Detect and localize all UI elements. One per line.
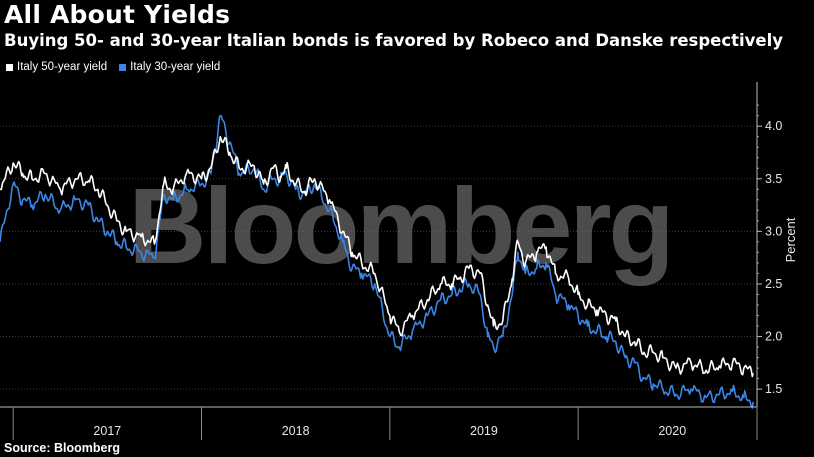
- y-tick-label: 1.5: [765, 382, 782, 396]
- y-tick-label: 2.5: [765, 277, 782, 291]
- chart-subtitle: Buying 50- and 30-year Italian bonds is …: [4, 31, 784, 50]
- legend-item-50y: Italy 50-year yield: [6, 61, 107, 73]
- y-axis: 1.5 2.0 2.5 3.0 3.5 4.0: [756, 82, 782, 407]
- y-tick-label: 3.5: [765, 172, 782, 186]
- legend-label-30y: Italy 30-year yield: [130, 61, 221, 73]
- x-tick-label: 2017: [93, 424, 121, 438]
- legend-swatch-30y: [119, 63, 127, 71]
- y-tick-label: 3.0: [765, 224, 782, 238]
- series-lines: [0, 114, 754, 409]
- legend-swatch-50y: [6, 63, 13, 71]
- x-tick-label: 2020: [658, 424, 686, 438]
- x-tick-label: 2018: [282, 424, 310, 438]
- y-tick-label: 4.0: [765, 119, 782, 133]
- y-axis-title: Percent: [783, 217, 798, 262]
- legend: Italy 50-year yield Italy 30-year yield: [6, 61, 220, 73]
- x-tick-label: 2019: [470, 424, 498, 438]
- grid-lines: [0, 125, 757, 390]
- legend-item-30y: Italy 30-year yield: [119, 61, 220, 73]
- series-line-30y: [0, 114, 754, 409]
- x-axis: 2017 2018 2019 2020: [0, 406, 758, 440]
- chart-title: All About Yields: [4, 0, 231, 29]
- y-tick-label: 2.0: [765, 330, 782, 344]
- bloomberg-watermark: Bloomberg: [128, 165, 671, 286]
- legend-label-50y: Italy 50-year yield: [17, 61, 108, 73]
- source-note: Source: Bloomberg: [4, 441, 120, 455]
- series-line-50y: [0, 135, 754, 378]
